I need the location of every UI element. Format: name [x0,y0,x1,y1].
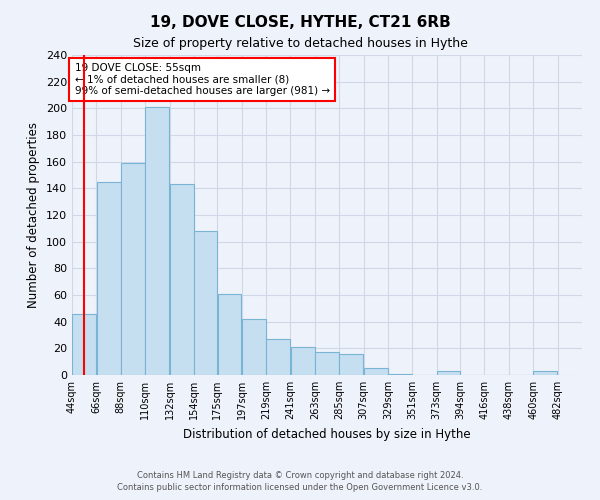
Bar [170,184,194,375]
Bar [533,371,557,375]
Bar [388,374,412,375]
Bar [194,231,217,375]
Bar [290,347,314,375]
Bar [218,294,241,375]
Bar [97,182,121,375]
Bar [340,354,364,375]
Text: Size of property relative to detached houses in Hythe: Size of property relative to detached ho… [133,38,467,51]
Bar [242,319,266,375]
Text: Contains HM Land Registry data © Crown copyright and database right 2024.
Contai: Contains HM Land Registry data © Crown c… [118,471,482,492]
Bar [315,352,339,375]
X-axis label: Distribution of detached houses by size in Hythe: Distribution of detached houses by size … [183,428,471,440]
Text: 19 DOVE CLOSE: 55sqm
← 1% of detached houses are smaller (8)
99% of semi-detache: 19 DOVE CLOSE: 55sqm ← 1% of detached ho… [74,63,329,96]
Text: 19, DOVE CLOSE, HYTHE, CT21 6RB: 19, DOVE CLOSE, HYTHE, CT21 6RB [149,15,451,30]
Bar [266,339,290,375]
Bar [364,368,388,375]
Bar [72,314,96,375]
Bar [145,107,169,375]
Bar [437,371,460,375]
Bar [121,163,145,375]
Y-axis label: Number of detached properties: Number of detached properties [28,122,40,308]
